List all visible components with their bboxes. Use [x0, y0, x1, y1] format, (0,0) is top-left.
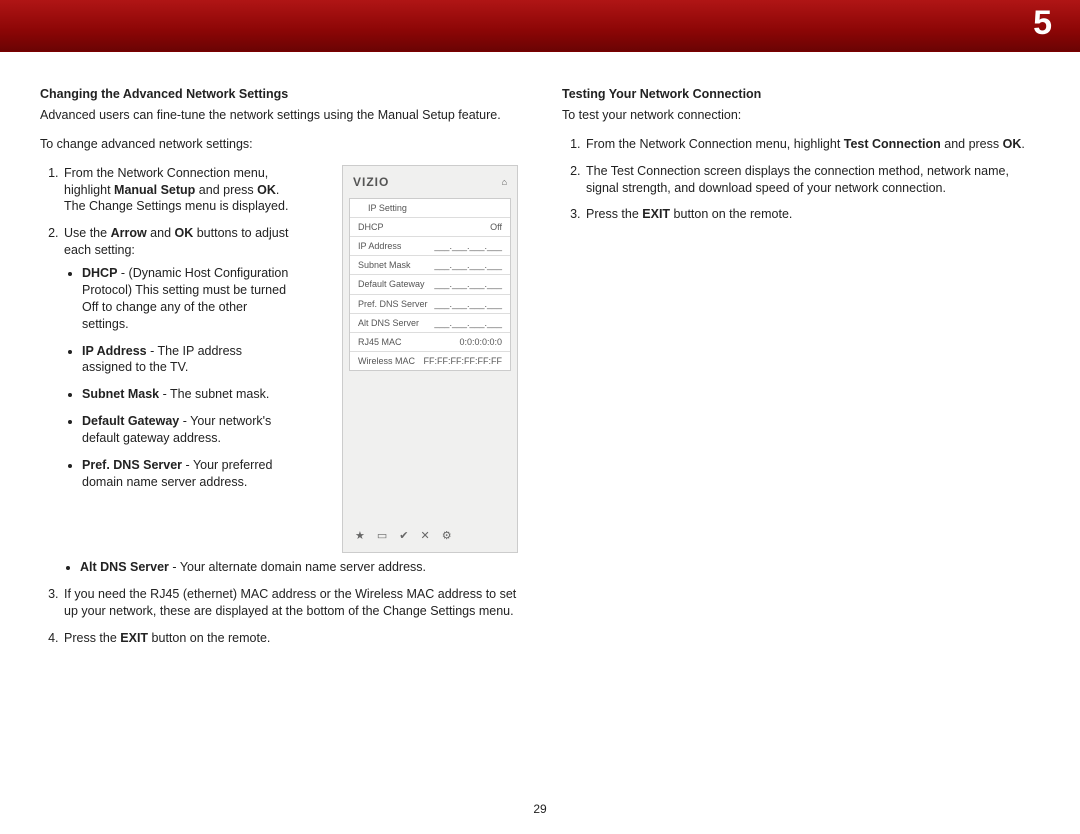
left-steps-text: From the Network Connection menu, highli… — [40, 165, 326, 503]
close-icon: ✕ — [421, 529, 430, 544]
t: Wireless MAC — [358, 355, 415, 367]
t: and press — [195, 183, 257, 197]
left-step-3: If you need the RJ45 (ethernet) MAC addr… — [62, 586, 518, 620]
t: Test Connection — [844, 137, 941, 151]
bullet-dhcp: DHCP - (Dynamic Host Configuration Proto… — [82, 265, 290, 333]
t: Press the — [586, 207, 642, 221]
t: - Your alternate domain name server addr… — [169, 560, 426, 574]
left-step-1: From the Network Connection menu, highli… — [62, 165, 290, 216]
t: DHCP — [82, 266, 117, 280]
t: RJ45 MAC — [358, 336, 402, 348]
page-body: Changing the Advanced Network Settings A… — [0, 52, 1080, 812]
right-intro: To test your network connection: — [562, 107, 1040, 124]
t: Manual Setup — [114, 183, 195, 197]
mockup-row: Pref. DNS Server ___.___.___.___ — [350, 295, 510, 314]
home-icon: ⌂ — [502, 176, 507, 188]
mockup-row: IP Address ___.___.___.___ — [350, 237, 510, 256]
t: Subnet Mask — [358, 259, 411, 271]
left-column: Changing the Advanced Network Settings A… — [40, 86, 518, 812]
t: OK — [257, 183, 276, 197]
t: Pref. DNS Server — [358, 298, 428, 310]
t: ___.___.___.___ — [434, 278, 502, 290]
chapter-number: 5 — [1033, 4, 1052, 43]
t: button on the remote. — [670, 207, 792, 221]
left-bullet-alt-dns: Alt DNS Server - Your alternate domain n… — [40, 559, 518, 576]
t: EXIT — [642, 207, 670, 221]
t: ___.___.___.___ — [434, 259, 502, 271]
t: Default Gateway — [358, 278, 425, 290]
t: ___.___.___.___ — [434, 317, 502, 329]
left-steps-with-mockup: From the Network Connection menu, highli… — [40, 165, 518, 553]
right-heading: Testing Your Network Connection — [562, 86, 1040, 103]
t: Alt DNS Server — [358, 317, 419, 329]
right-step-1: From the Network Connection menu, highli… — [584, 136, 1040, 153]
left-ordered-list-part1: From the Network Connection menu, highli… — [40, 165, 290, 491]
t: Press the — [64, 631, 120, 645]
t: 0:0:0:0:0:0 — [459, 336, 502, 348]
right-step-3: Press the EXIT button on the remote. — [584, 206, 1040, 223]
t: OK — [175, 226, 194, 240]
mockup-row: Subnet Mask ___.___.___.___ — [350, 256, 510, 275]
t: Default Gateway — [82, 414, 179, 428]
mockup-menu: IP Setting DHCP Off IP Address ___.___.___… — [349, 198, 511, 371]
bullet-altdns: Alt DNS Server - Your alternate domain n… — [80, 559, 518, 576]
left-step-4: Press the EXIT button on the remote. — [62, 630, 518, 647]
chapter-header: 5 — [0, 0, 1080, 52]
right-ordered-list: From the Network Connection menu, highli… — [562, 136, 1040, 224]
t: . — [1021, 137, 1024, 151]
t: ___.___.___.___ — [434, 298, 502, 310]
t: IP Setting — [368, 202, 407, 214]
t: IP Address — [82, 344, 147, 358]
mockup-row: DHCP Off — [350, 218, 510, 237]
mockup-footer-icons: ★ ▭ ✔ ✕ ⚙ — [343, 521, 517, 552]
t: Arrow — [111, 226, 147, 240]
t: From the Network Connection menu, highli… — [586, 137, 844, 151]
mockup-row: RJ45 MAC 0:0:0:0:0:0 — [350, 333, 510, 352]
t: Pref. DNS Server — [82, 458, 182, 472]
left-ordered-list-part2: If you need the RJ45 (ethernet) MAC addr… — [40, 586, 518, 647]
pip-icon: ▭ — [377, 529, 387, 544]
t: ___.___.___.___ — [434, 240, 502, 252]
left-step-2: Use the Arrow and OK buttons to adjust e… — [62, 225, 290, 490]
t: DHCP — [358, 221, 384, 233]
left-intro: Advanced users can fine-tune the network… — [40, 107, 518, 124]
t: OK — [1003, 137, 1022, 151]
right-column: Testing Your Network Connection To test … — [562, 86, 1040, 812]
bullet-gateway: Default Gateway - Your network's default… — [82, 413, 290, 447]
left-heading: Changing the Advanced Network Settings — [40, 86, 518, 103]
t: IP Address — [358, 240, 401, 252]
page-number: 29 — [0, 802, 1080, 816]
mockup-header: VIZIO ⌂ — [343, 166, 517, 198]
left-bullets: DHCP - (Dynamic Host Configuration Proto… — [64, 265, 290, 491]
t: and — [147, 226, 175, 240]
t: and press — [941, 137, 1003, 151]
star-icon: ★ — [355, 529, 365, 544]
t: Use the — [64, 226, 111, 240]
t: FF:FF:FF:FF:FF:FF — [424, 355, 502, 367]
gear-icon: ⚙ — [442, 529, 452, 544]
bullet-ip: IP Address - The IP address assigned to … — [82, 343, 290, 377]
mockup-title: IP Setting — [350, 199, 510, 218]
bullet-subnet: Subnet Mask - The subnet mask. — [82, 386, 290, 403]
t: Subnet Mask — [82, 387, 159, 401]
mockup-logo: VIZIO — [353, 174, 389, 190]
t: Alt DNS Server — [80, 560, 169, 574]
mockup-row: Wireless MAC FF:FF:FF:FF:FF:FF — [350, 352, 510, 370]
left-lead: To change advanced network settings: — [40, 136, 518, 153]
tv-menu-mockup: VIZIO ⌂ IP Setting DHCP Off IP Address ___… — [342, 165, 518, 553]
t: - The subnet mask. — [159, 387, 269, 401]
mockup-row: Alt DNS Server ___.___.___.___ — [350, 314, 510, 333]
t: Off — [490, 221, 502, 233]
mockup-row: Default Gateway ___.___.___.___ — [350, 275, 510, 294]
t: EXIT — [120, 631, 148, 645]
bullet-prefdns: Pref. DNS Server - Your preferred domain… — [82, 457, 290, 491]
v-icon: ✔ — [399, 529, 408, 544]
t: button on the remote. — [148, 631, 270, 645]
right-step-2: The Test Connection screen displays the … — [584, 163, 1040, 197]
